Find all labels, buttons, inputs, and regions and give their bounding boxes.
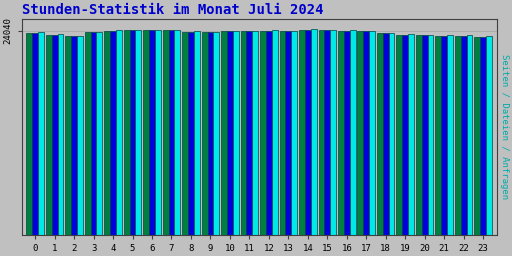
Bar	[168, 30, 175, 234]
Bar	[246, 31, 252, 234]
Bar	[266, 31, 272, 234]
Bar	[344, 31, 350, 234]
Bar	[163, 30, 168, 234]
Bar	[428, 35, 434, 234]
Bar	[227, 31, 233, 234]
Y-axis label: Seiten / Dateien / Anfragen: Seiten / Dateien / Anfragen	[500, 54, 508, 199]
Bar	[260, 31, 266, 234]
Bar	[91, 32, 96, 234]
Bar	[299, 30, 305, 234]
Bar	[305, 29, 311, 234]
Bar	[396, 35, 402, 234]
Bar	[383, 33, 389, 234]
Bar	[57, 34, 63, 234]
Bar	[291, 31, 297, 234]
Bar	[285, 31, 291, 234]
Bar	[214, 32, 219, 234]
Bar	[116, 30, 122, 234]
Bar	[377, 34, 383, 234]
Bar	[182, 32, 188, 234]
Bar	[441, 36, 447, 234]
Bar	[466, 35, 473, 234]
Bar	[155, 30, 161, 234]
Bar	[272, 30, 278, 234]
Bar	[207, 32, 214, 234]
Bar	[136, 30, 141, 234]
Bar	[325, 30, 330, 234]
Bar	[124, 30, 130, 234]
Bar	[461, 36, 466, 234]
Bar	[233, 31, 239, 234]
Bar	[85, 32, 91, 234]
Bar	[486, 36, 492, 234]
Bar	[474, 37, 480, 234]
Bar	[480, 37, 486, 234]
Bar	[252, 31, 258, 234]
Bar	[96, 31, 102, 234]
Bar	[416, 35, 422, 234]
Bar	[202, 32, 207, 234]
Bar	[77, 36, 83, 234]
Bar	[311, 29, 316, 234]
Bar	[188, 32, 194, 234]
Bar	[66, 36, 71, 234]
Bar	[330, 30, 336, 234]
Bar	[52, 35, 57, 234]
Bar	[402, 35, 408, 234]
Bar	[455, 36, 461, 234]
Bar	[389, 33, 394, 234]
Bar	[280, 31, 285, 234]
Bar	[110, 31, 116, 234]
Bar	[364, 31, 369, 234]
Bar	[38, 32, 44, 234]
Bar	[104, 31, 110, 234]
Bar	[175, 30, 180, 234]
Bar	[435, 36, 441, 234]
Bar	[447, 35, 453, 234]
Bar	[241, 31, 246, 234]
Bar	[221, 31, 227, 234]
Bar	[143, 30, 149, 234]
Bar	[71, 36, 77, 234]
Bar	[194, 31, 200, 234]
Bar	[408, 34, 414, 234]
Bar	[130, 30, 136, 234]
Bar	[338, 31, 344, 234]
Bar	[46, 35, 52, 234]
Bar	[369, 31, 375, 234]
Bar	[32, 33, 38, 234]
Bar	[318, 30, 325, 234]
Bar	[350, 30, 355, 234]
Bar	[422, 35, 428, 234]
Bar	[357, 31, 364, 234]
Bar	[149, 30, 155, 234]
Bar	[27, 33, 32, 234]
Text: Stunden-Statistik im Monat Juli 2024: Stunden-Statistik im Monat Juli 2024	[22, 4, 323, 17]
